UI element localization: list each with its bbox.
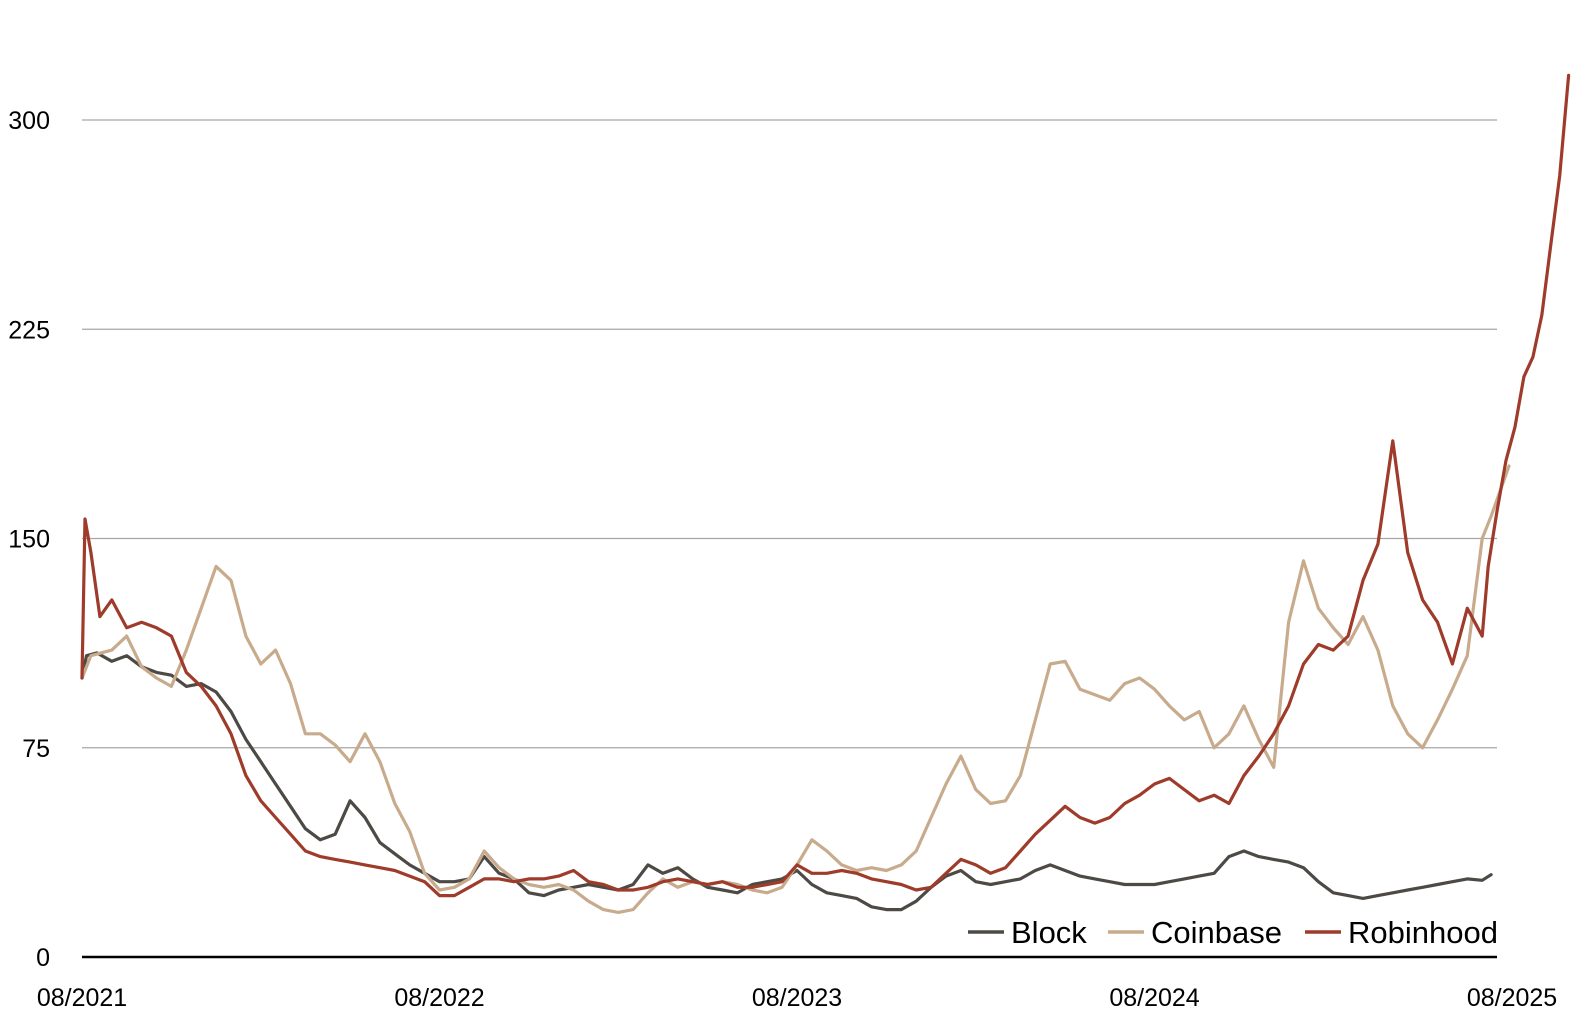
x-tick-label: 08/2023 — [752, 984, 842, 1012]
legend-label-coinbase: Coinbase — [1151, 915, 1282, 950]
legend-label-robinhood: Robinhood — [1348, 915, 1498, 950]
series-line-robinhood — [80, 73, 1571, 898]
x-tick-label: 08/2024 — [1109, 984, 1199, 1012]
series-line-coinbase — [80, 464, 1511, 914]
series-lines — [80, 73, 1571, 914]
legend: Block Coinbase Robinhood — [968, 915, 1498, 950]
x-tick-label: 08/2025 — [1467, 984, 1557, 1012]
x-tick-label: 08/2021 — [37, 984, 127, 1012]
y-tick-label: 225 — [8, 316, 50, 344]
y-axis-tick-labels: 0 75 150 225 300 — [8, 107, 50, 972]
y-tick-label: 75 — [22, 735, 50, 763]
gridlines — [82, 119, 1497, 749]
y-tick-label: 300 — [8, 107, 50, 135]
legend-label-block: Block — [1011, 915, 1087, 950]
x-axis-tick-labels: 08/2021 08/2022 08/2023 08/2024 08/2025 — [37, 984, 1557, 1012]
x-tick-label: 08/2022 — [394, 984, 484, 1012]
y-tick-label: 0 — [36, 944, 50, 972]
series-line-block — [80, 651, 1493, 912]
y-tick-label: 150 — [8, 526, 50, 554]
